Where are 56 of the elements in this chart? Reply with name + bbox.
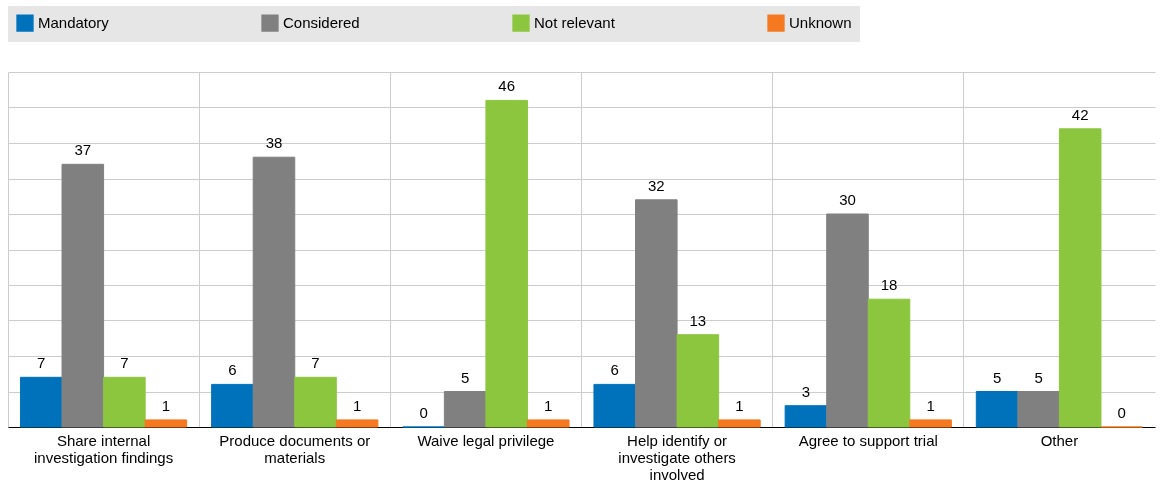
- bar: [718, 419, 761, 428]
- legend-label: Mandatory: [38, 14, 110, 32]
- bar: [294, 376, 337, 428]
- data-label: 46: [498, 77, 516, 95]
- bar: [526, 419, 570, 428]
- x-tick-label: Produce documents or materials: [219, 431, 371, 466]
- data-label: 0: [1117, 404, 1126, 421]
- bar: [211, 383, 254, 428]
- legend-label: Unknown: [789, 14, 852, 32]
- bar: [867, 298, 911, 428]
- bar: [144, 419, 188, 428]
- bar: [19, 376, 63, 428]
- bar: [975, 391, 1019, 428]
- data-label: 13: [689, 311, 707, 329]
- x-tick-label: Other: [1040, 431, 1079, 449]
- data-label: 1: [735, 396, 744, 414]
- bar: [252, 156, 296, 428]
- x-tick-label: Help identify or investigate others involved: [618, 431, 736, 483]
- data-label: 1: [352, 396, 362, 414]
- bar: [443, 391, 487, 428]
- x-tick-label: Agree to support trial: [798, 431, 938, 449]
- bar: [784, 405, 828, 428]
- data-label: 7: [311, 354, 320, 372]
- data-label: 0: [419, 404, 428, 421]
- bar: [909, 419, 952, 428]
- data-label: 32: [647, 176, 665, 194]
- bar: [635, 199, 678, 428]
- x-tick-label: Share internal investigation findings: [33, 431, 174, 466]
- bar: [61, 163, 105, 428]
- bar: [593, 383, 637, 428]
- data-label: 18: [880, 276, 898, 294]
- data-label: 5: [992, 368, 1002, 386]
- data-label: 1: [161, 396, 171, 414]
- bar: [826, 213, 869, 428]
- bar: [1058, 128, 1102, 428]
- data-label: 37: [74, 141, 92, 159]
- data-label: 5: [1034, 368, 1043, 386]
- data-label: 30: [839, 191, 856, 208]
- bar: [335, 419, 379, 428]
- data-label: 6: [610, 361, 619, 379]
- data-label: 5: [460, 368, 470, 386]
- data-label: 3: [801, 382, 811, 400]
- data-label: 38: [265, 134, 283, 152]
- data-label: 42: [1071, 105, 1089, 123]
- bar: [676, 334, 720, 428]
- data-label: 7: [37, 354, 46, 372]
- legend-label: Not relevant: [534, 14, 616, 32]
- data-label: 1: [926, 396, 935, 414]
- data-label: 7: [120, 354, 129, 372]
- bar: [103, 376, 146, 428]
- data-label: 6: [228, 361, 237, 379]
- legend-label: Considered: [283, 14, 360, 32]
- bar: [485, 99, 528, 428]
- data-label: 1: [544, 396, 553, 414]
- bar: [1017, 391, 1060, 428]
- x-tick-label: Waive legal privilege: [417, 431, 555, 449]
